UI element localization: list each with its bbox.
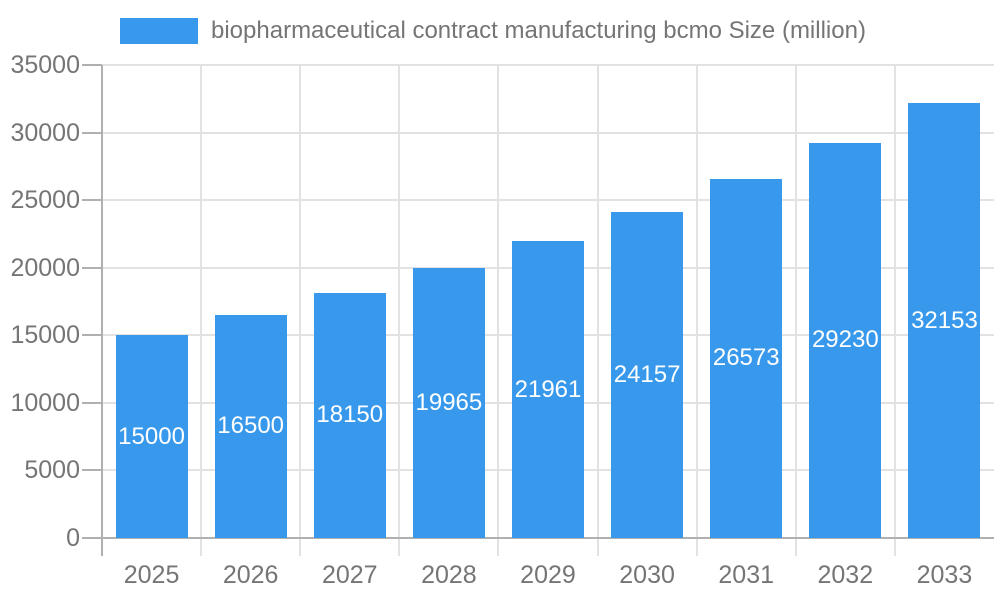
x-gridline — [695, 65, 698, 556]
bar-value-label: 29230 — [811, 326, 879, 354]
x-axis-label: 2031 — [718, 561, 775, 589]
legend-swatch — [120, 18, 198, 44]
y-axis-label: 25000 — [10, 186, 80, 215]
bar-value-label: 16500 — [217, 412, 285, 440]
y-axis-line — [101, 65, 103, 556]
x-axis-line — [82, 537, 994, 539]
y-axis-tick — [82, 469, 102, 472]
x-axis-label: 2028 — [421, 561, 477, 589]
y-gridline — [102, 131, 994, 134]
bar-value-label: 15000 — [118, 422, 185, 450]
y-gridline — [102, 64, 994, 66]
y-axis-tick — [82, 131, 102, 134]
bar-value-label: 19965 — [415, 389, 483, 417]
bar-2029[interactable]: 21961 — [512, 241, 584, 538]
legend: biopharmaceutical contract manufacturing… — [120, 17, 866, 45]
x-axis-label: 2029 — [520, 561, 576, 589]
bar-2028[interactable]: 19965 — [412, 268, 485, 538]
bar-2033[interactable]: 32153 — [908, 103, 981, 538]
bar-2026[interactable]: 16500 — [214, 315, 287, 538]
x-axis-label: 2025 — [123, 561, 180, 589]
y-axis-label: 5000 — [24, 456, 80, 485]
x-axis-label: 2027 — [321, 561, 378, 589]
y-axis-label: 20000 — [10, 253, 80, 282]
bar-2027[interactable]: 18150 — [313, 292, 386, 538]
y-axis-label: 15000 — [10, 321, 80, 350]
x-gridline — [794, 65, 797, 556]
bar-value-label: 18150 — [316, 401, 384, 429]
y-axis-label: 30000 — [10, 118, 80, 147]
y-gridline — [102, 199, 994, 202]
y-axis-tick — [82, 334, 102, 337]
bar-2030[interactable]: 24157 — [611, 211, 684, 538]
bar-value-label: 32153 — [911, 306, 978, 334]
bar-2032[interactable]: 29230 — [809, 142, 882, 538]
y-axis-tick — [82, 199, 102, 202]
y-axis-tick — [82, 401, 102, 404]
legend-label: biopharmaceutical contract manufacturing… — [211, 17, 866, 44]
x-gridline — [299, 65, 302, 556]
y-axis-label: 0 — [66, 524, 80, 552]
x-axis-label: 2032 — [817, 561, 874, 589]
x-gridline — [200, 65, 203, 556]
bar-value-label: 24157 — [613, 360, 681, 388]
x-gridline — [497, 65, 500, 556]
x-axis-label: 2033 — [916, 561, 973, 589]
x-gridline — [893, 65, 896, 556]
bar-value-label: 26573 — [712, 344, 780, 372]
y-axis-tick — [82, 64, 102, 66]
y-axis-tick — [82, 266, 102, 269]
bar-2025[interactable]: 15000 — [115, 335, 188, 538]
bar-2031[interactable]: 26573 — [710, 178, 783, 538]
x-gridline — [596, 65, 599, 556]
y-axis-label: 35000 — [10, 51, 80, 79]
y-axis-label: 10000 — [10, 388, 80, 417]
bar-value-label: 21961 — [514, 375, 582, 403]
x-axis-label: 2030 — [619, 561, 675, 589]
x-axis-label: 2026 — [222, 561, 279, 589]
x-gridline — [398, 65, 401, 556]
